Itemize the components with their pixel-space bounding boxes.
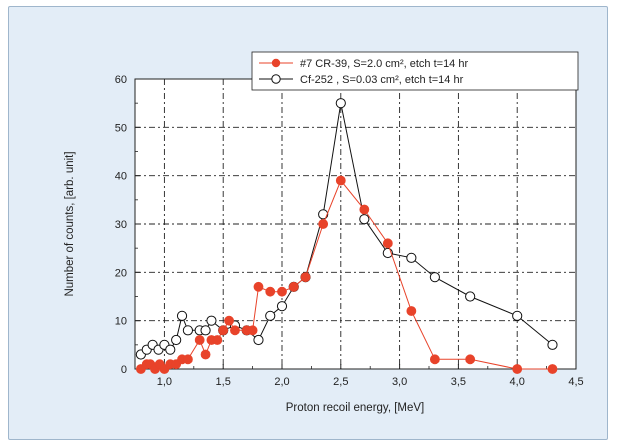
data-point-open: [206, 315, 217, 326]
legend-marker: [271, 58, 281, 68]
data-point-filled: [224, 315, 234, 326]
x-tick-label: 2,5: [333, 376, 348, 388]
data-point-filled: [465, 354, 476, 365]
x-tick-label: 2,0: [274, 376, 289, 388]
data-point-filled: [335, 175, 346, 186]
y-tick-label: 20: [115, 267, 127, 279]
legend-label: #7 CR-39, S=2.0 cm², etch t=14 hr: [300, 58, 468, 70]
x-tick-label: 3,0: [392, 376, 407, 388]
data-point-filled: [183, 354, 193, 365]
data-point-filled: [218, 325, 229, 336]
data-point-filled: [265, 286, 276, 297]
x-tick-label: 1,0: [157, 376, 172, 388]
data-point-open: [359, 214, 370, 225]
data-point-open: [200, 325, 211, 336]
data-point-open: [512, 310, 523, 321]
figure-panel: 1,0 1,5 2,0 2,5 3,0 3,5 4,0 4,5 0 10 20 30 40 50 60 Pr…: [8, 6, 608, 440]
data-point-open: [318, 209, 329, 220]
data-point-filled: [300, 272, 311, 283]
data-point-filled: [359, 204, 370, 215]
y-tick-label: 50: [115, 122, 127, 134]
legend-box: [251, 51, 579, 91]
data-point-filled: [512, 364, 523, 374]
data-point-open: [465, 291, 476, 302]
data-point-filled: [247, 325, 258, 336]
y-tick-label: 10: [115, 316, 127, 328]
data-point-filled: [318, 219, 329, 229]
data-point-open: [265, 310, 276, 321]
data-point-filled: [230, 325, 240, 336]
data-point-filled: [288, 281, 299, 292]
data-point-filled: [253, 281, 264, 292]
data-point-filled: [382, 238, 393, 249]
chart: 1,0 1,5 2,0 2,5 3,0 3,5 4,0 4,5 0 10 20 30 40 50 60 Pr…: [64, 51, 584, 414]
data-point-filled: [429, 354, 440, 365]
legend-label: Cf-252 , S=0.03 cm², etch t=14 hr: [300, 74, 464, 86]
x-tick-label: 4,0: [510, 376, 525, 388]
y-axis-title: Number of counts, [arb. unit]: [64, 151, 76, 296]
legend-marker: [271, 74, 281, 84]
y-tick-label: 30: [115, 219, 127, 231]
data-point-open: [171, 334, 182, 346]
x-tick-label: 4,5: [568, 376, 583, 388]
data-point-filled: [277, 286, 287, 297]
data-point-filled: [200, 349, 211, 360]
data-point-filled: [547, 364, 558, 374]
y-tick-label: 60: [115, 74, 127, 86]
y-tick-label: 0: [121, 364, 127, 376]
data-point-open: [406, 252, 417, 263]
data-point-open: [547, 339, 558, 350]
data-point-filled: [406, 306, 417, 316]
series-group: [135, 98, 558, 374]
x-tick-label: 1,5: [216, 376, 231, 388]
data-point-open: [276, 301, 288, 312]
data-point-filled: [194, 335, 205, 345]
axis-ticks: 1,0 1,5 2,0 2,5 3,0 3,5 4,0 4,5 0 10 20 30 40 50 60: [115, 74, 584, 388]
data-point-open: [176, 310, 188, 321]
data-point-open: [182, 325, 194, 336]
data-point-open: [253, 334, 264, 346]
x-tick-label: 3,5: [451, 376, 466, 388]
legend: #7 CR-39, S=2.0 cm², etch t=14 hr Cf-252 …: [251, 51, 579, 91]
y-tick-label: 40: [115, 171, 127, 183]
x-axis-title: Proton recoil energy, [MeV]: [286, 402, 425, 414]
data-point-open: [335, 98, 346, 109]
data-point-open: [165, 344, 176, 355]
data-point-open: [429, 272, 440, 283]
data-point-filled: [212, 335, 223, 345]
